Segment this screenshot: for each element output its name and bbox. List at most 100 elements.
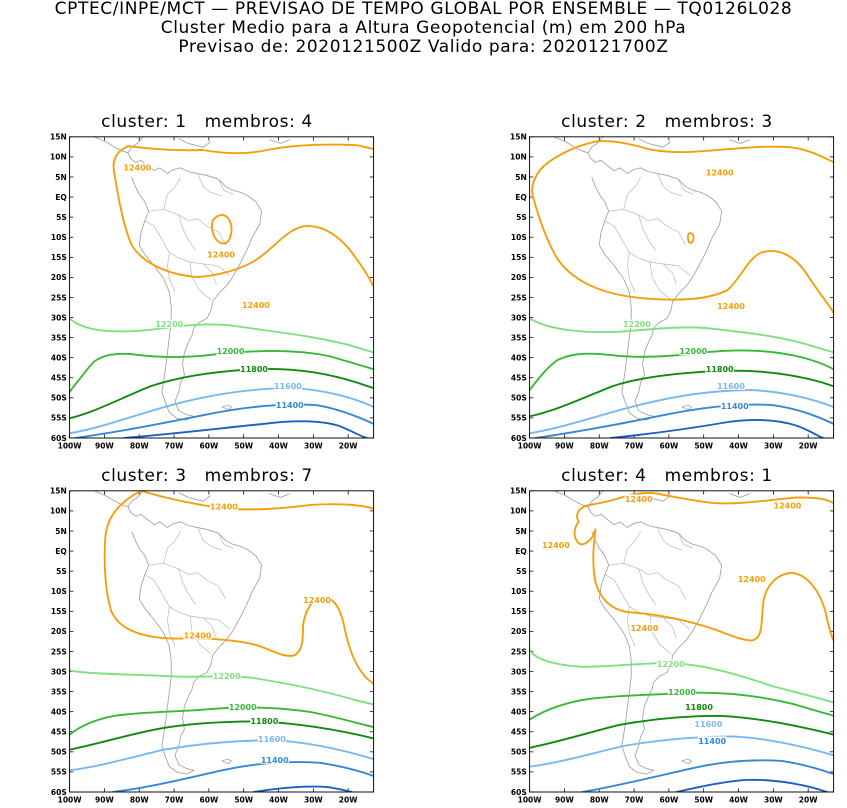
contour-label-bg	[737, 574, 766, 584]
contour-12400	[140, 490, 374, 511]
country-border	[203, 617, 230, 630]
lat-tick-label: 60S	[51, 788, 67, 797]
contour-label-bg	[622, 319, 651, 328]
contour-label-bg	[698, 736, 727, 745]
contour-12400	[592, 528, 834, 642]
contour-label-bg	[257, 734, 287, 744]
lat-tick-label: 5N	[55, 173, 67, 182]
contour-label-12000: 12000	[229, 703, 257, 712]
panel-title: cluster: 3 membros: 7	[27, 466, 387, 486]
coastline	[178, 492, 212, 502]
country-border	[608, 562, 687, 600]
forecast-dates: Previsao de: 2020121500Z Valido para: 20…	[178, 37, 669, 57]
lon-tick-label: 100W	[58, 441, 83, 450]
panel-title: cluster: 4 membros: 1	[487, 466, 847, 486]
contour-label-12200: 12200	[213, 672, 241, 681]
coastline	[93, 136, 129, 154]
country-border	[197, 527, 223, 551]
contour-label-bg	[720, 401, 749, 410]
contour-12400	[687, 232, 695, 244]
contour-11200	[675, 778, 828, 792]
cluster-label: cluster: 1	[101, 112, 187, 132]
lat-tick-label: 40S	[51, 708, 67, 717]
lat-tick-label: 5S	[56, 213, 67, 222]
country-border	[148, 562, 227, 600]
contour-label-12400: 12400	[717, 302, 745, 311]
country-border	[638, 214, 656, 251]
contour-label-12400: 12400	[210, 503, 238, 512]
country-border	[197, 173, 223, 197]
contour-11600	[69, 387, 374, 435]
contour-12400	[112, 145, 374, 288]
lat-tick-label: 5S	[56, 567, 67, 576]
lon-tick-label: 30W	[764, 795, 783, 804]
lon-tick-label: 70W	[165, 441, 184, 450]
lon-tick-label: 90W	[95, 441, 114, 450]
country-border	[144, 220, 217, 285]
lat-tick-label: 30S	[51, 313, 67, 322]
contour-label-bg	[716, 381, 746, 390]
lat-tick-label: 10N	[510, 153, 527, 162]
lon-tick-label: 100W	[518, 795, 543, 804]
contour-label-bg	[684, 702, 714, 712]
lat-tick-label: 40S	[51, 354, 67, 363]
lat-tick-label: 45S	[511, 728, 527, 737]
contour-label-bg	[679, 346, 708, 356]
contour-label-bg	[250, 716, 279, 726]
contour-label-12200: 12200	[657, 660, 685, 669]
geopotential-map: 15N 10N 5N EQ 5S 10S 15S 20S 25S 30S 35S 40S 45S 50S 5…	[50, 487, 375, 804]
country-border	[163, 531, 181, 564]
lat-tick-label: 15S	[511, 253, 527, 262]
contour-11200	[123, 420, 368, 438]
lon-tick-label: 20W	[799, 795, 818, 804]
island	[221, 404, 233, 411]
lon-tick-label: 80W	[590, 795, 609, 804]
lon-tick-label: 80W	[130, 441, 149, 450]
country-border	[649, 615, 671, 654]
island	[681, 758, 693, 765]
lat-tick-label: 15N	[50, 133, 67, 142]
country-border	[657, 527, 683, 551]
lat-tick-label: 15N	[510, 133, 527, 142]
contour-11800	[69, 368, 374, 420]
contour-12400	[573, 520, 597, 546]
country-border	[657, 173, 683, 197]
contour-label-bg	[705, 364, 734, 374]
lat-tick-label: 30S	[511, 313, 527, 322]
contour-12000	[69, 350, 374, 393]
contour-label-12400: 12400	[207, 250, 235, 259]
lat-tick-label: 40S	[511, 354, 527, 363]
contour-11200	[609, 419, 825, 438]
lat-tick-label: 45S	[511, 374, 527, 383]
lon-tick-label: 20W	[799, 441, 818, 450]
contour-label-11400: 11400	[261, 756, 289, 765]
lat-tick-label: 45S	[51, 728, 67, 737]
country-border	[627, 252, 636, 293]
lat-tick-label: 15S	[51, 253, 67, 262]
lon-tick-label: 60W	[200, 441, 219, 450]
lat-tick-label: EQ	[515, 547, 527, 556]
contour-11200	[253, 785, 353, 792]
country-border	[608, 208, 687, 246]
geopotential-map: 15N 10N 5N EQ 5S 10S 15S 20S 25S 30S 35S 40S 45S 50S 5…	[510, 487, 835, 804]
lat-tick-label: 15S	[51, 607, 67, 616]
contour-11400	[111, 761, 374, 792]
contour-label-11800: 11800	[706, 365, 734, 374]
lat-tick-label: 50S	[51, 748, 67, 757]
lat-tick-label: 50S	[51, 394, 67, 403]
lat-tick-label: 30S	[511, 667, 527, 676]
lat-tick-label: 55S	[51, 414, 67, 423]
cluster-label: cluster: 2	[561, 112, 647, 132]
lon-tick-label: 50W	[234, 795, 253, 804]
contour-label-bg	[228, 702, 257, 712]
contour-label-bg	[209, 502, 239, 511]
lat-tick-label: 5S	[516, 213, 527, 222]
contour-12400	[127, 143, 374, 155]
coastline	[127, 136, 263, 421]
lon-tick-label: 60W	[200, 795, 219, 804]
contour-12400	[211, 214, 233, 245]
contour-12000	[69, 706, 374, 736]
lon-tick-label: 100W	[58, 795, 83, 804]
contour-label-bg	[275, 400, 304, 409]
coastline	[268, 493, 290, 498]
